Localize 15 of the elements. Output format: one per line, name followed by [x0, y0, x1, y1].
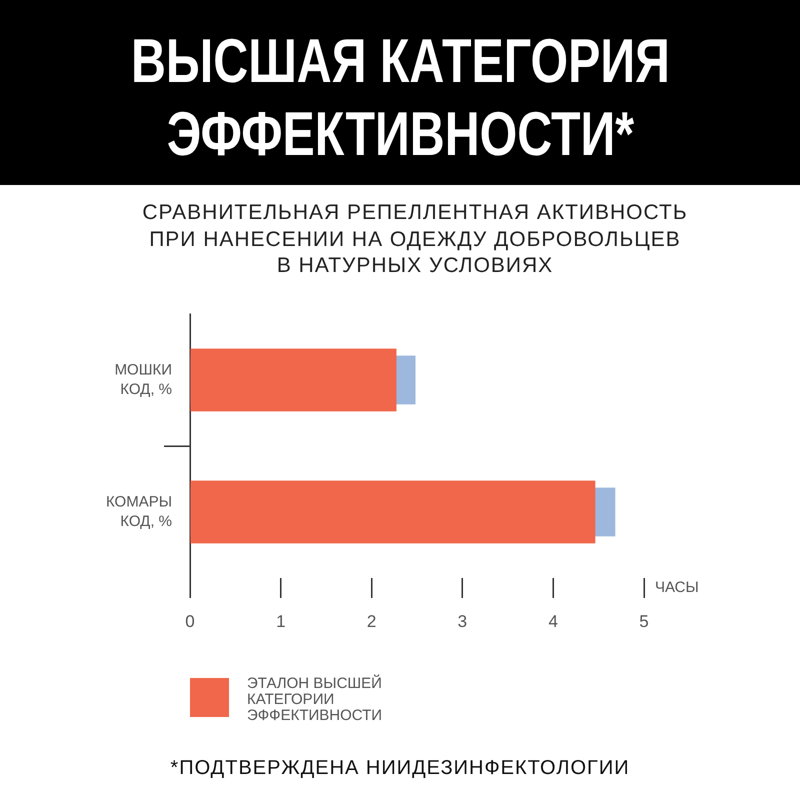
bar [190, 480, 596, 544]
x-tick-label: 5 [639, 612, 649, 631]
y-tick-label: КОМАРЫ КОД, % [106, 493, 172, 530]
x-tick-label: 3 [458, 612, 468, 631]
text: *ПОДТВЕРЖДЕНА НИИДЕЗИНФЕКТОЛОГИИ [170, 756, 630, 781]
y-tick-label: МОШКИ КОД, % [114, 361, 172, 398]
x-tick-label: 1 [276, 612, 286, 631]
chart-title: ВЫСШАЯ КАТЕГОРИЯ ЭФФЕКТИВНОСТИ* [130, 26, 670, 170]
x-tick-label: 2 [366, 612, 376, 631]
x-axis-title: ЧАСЫ [655, 579, 699, 596]
bar [190, 348, 396, 412]
x-tick-label: 4 [548, 612, 558, 631]
chart-subtitle: СРАВНИТЕЛЬНАЯ РЕПЕЛЛЕНТНАЯ АКТИВНОСТЬ ПРИ НАНЕСЕНИИ НА ОДЕЖДУ ДОБРОВОЛЬЦЕВ В НАТУРНЫХ УСЛОВИЯХ [142, 200, 688, 279]
x-tick-label: 0 [185, 612, 195, 631]
text: ЭТАЛОН ВЫСШЕЙ КАТЕГОРИИ ЭФФЕКТИВНОСТИ [247, 675, 384, 724]
